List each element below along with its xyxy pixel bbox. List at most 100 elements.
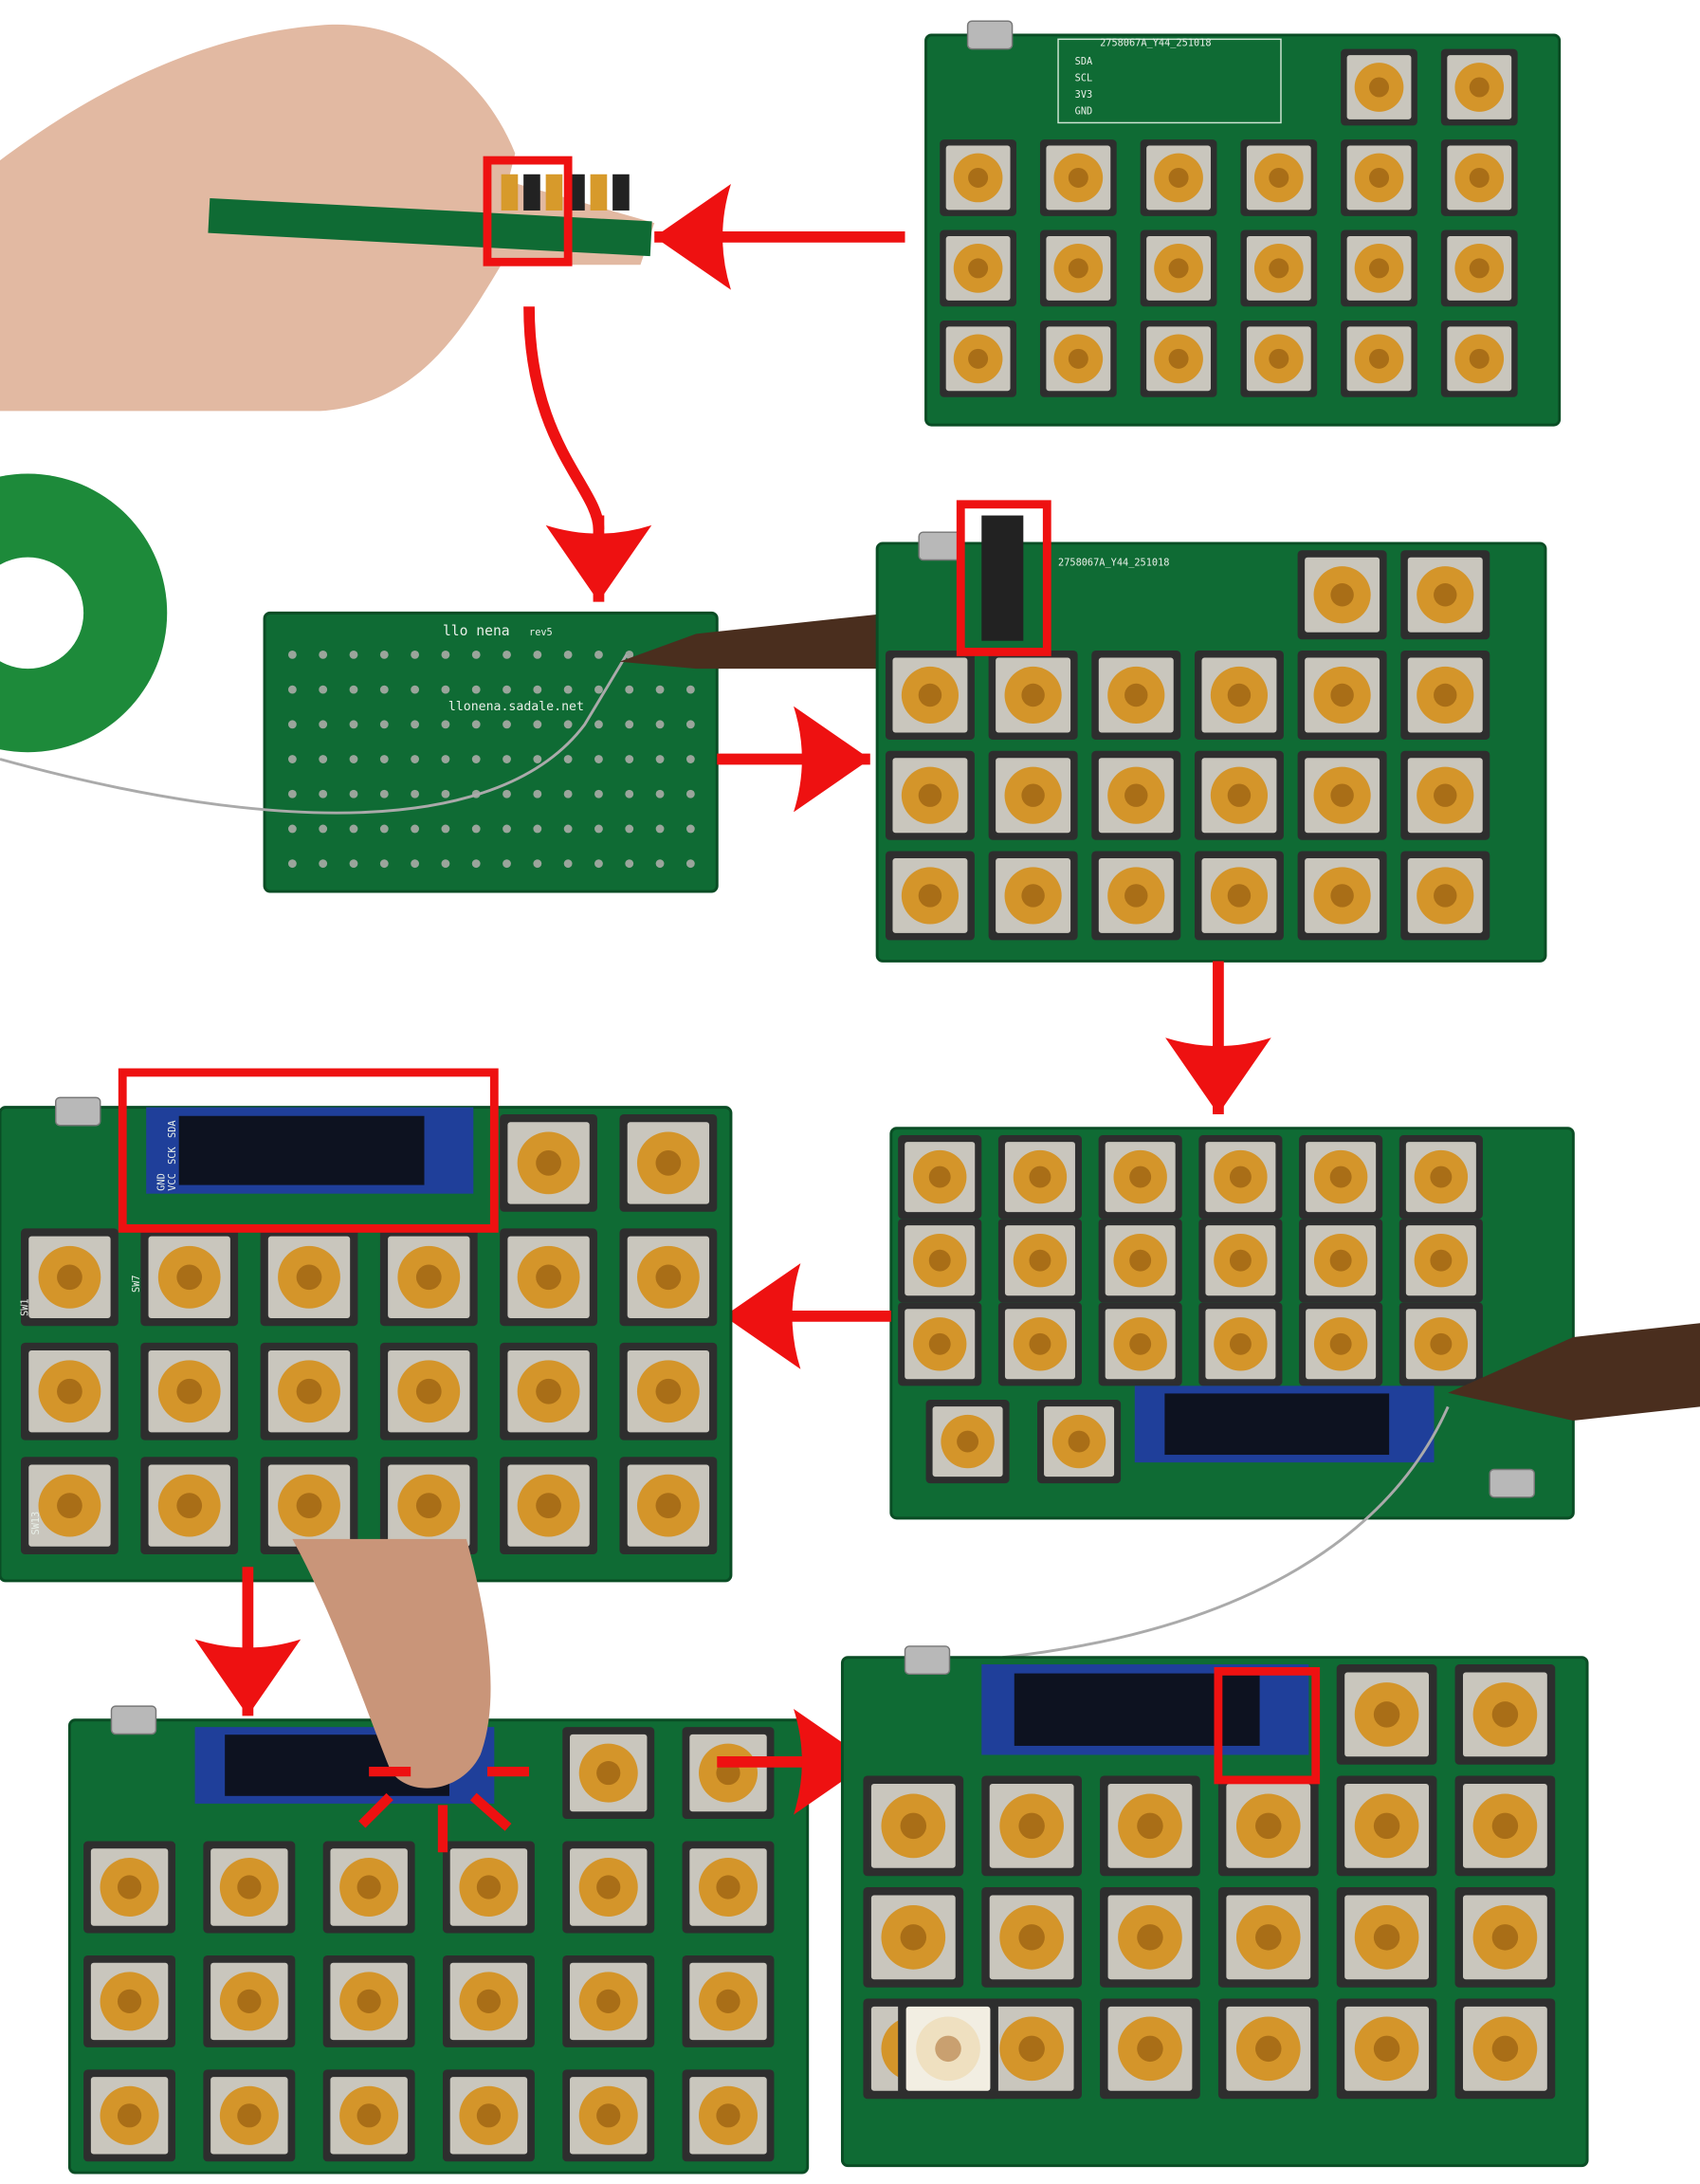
switch-center xyxy=(928,1332,951,1355)
switch-center xyxy=(596,1875,621,1900)
via xyxy=(503,859,511,869)
via xyxy=(625,685,634,694)
switch-center xyxy=(1330,583,1354,607)
via xyxy=(655,720,665,729)
spool-hub xyxy=(0,557,84,670)
switch-center xyxy=(1369,77,1390,98)
switch-center xyxy=(1434,583,1457,607)
switch-center xyxy=(1469,167,1490,188)
switch-center xyxy=(1029,1165,1051,1188)
oled-glass xyxy=(1014,1673,1260,1746)
via xyxy=(319,859,328,869)
switch-center xyxy=(536,1264,561,1291)
usb-port xyxy=(966,20,1014,50)
switch-center xyxy=(1021,683,1045,707)
switch-center xyxy=(655,1493,682,1518)
switch-center xyxy=(1434,884,1457,908)
switch-center xyxy=(968,167,989,188)
switch-center xyxy=(117,1989,142,2014)
switch-center xyxy=(296,1493,322,1518)
via xyxy=(441,720,450,729)
switch-center xyxy=(117,1875,142,1900)
arrow-head xyxy=(1165,1037,1271,1114)
via xyxy=(685,755,695,763)
switch-center xyxy=(1369,348,1390,369)
board-url: llonena.sadale.net xyxy=(448,700,584,714)
via xyxy=(594,824,603,834)
switch-center xyxy=(237,1989,262,2014)
pin-label: 3V3 xyxy=(1075,89,1093,101)
switch-center xyxy=(1373,1701,1400,1728)
press-ray xyxy=(358,1792,393,1828)
switch-center xyxy=(356,2103,381,2128)
switch-label: SW7 xyxy=(131,1275,142,1293)
via xyxy=(441,859,450,869)
via xyxy=(287,720,297,729)
switch-center xyxy=(1129,1249,1152,1272)
usb-port xyxy=(904,1645,951,1676)
arrow-head xyxy=(654,184,731,290)
via xyxy=(594,789,603,798)
switch-center xyxy=(176,1378,203,1404)
switch-center xyxy=(596,2103,621,2128)
press-ray xyxy=(469,1792,512,1831)
switch-center xyxy=(1068,348,1088,369)
switch-center xyxy=(716,1875,740,1900)
highlight-box xyxy=(956,500,1051,656)
switch-center xyxy=(1168,258,1189,279)
switch-center xyxy=(1491,1924,1519,1951)
via xyxy=(411,824,420,834)
switch-center xyxy=(1329,1249,1352,1272)
via xyxy=(503,720,511,729)
switch-center xyxy=(1430,1165,1453,1188)
via xyxy=(441,824,450,834)
switch-center xyxy=(1029,1249,1051,1272)
arrow-head xyxy=(723,1263,801,1369)
via xyxy=(563,720,573,729)
via xyxy=(287,650,297,659)
switch-center xyxy=(415,1264,442,1291)
board-id: 2758067A_Y44_251018 xyxy=(1100,38,1211,49)
via xyxy=(503,650,511,659)
switch-center xyxy=(1330,884,1354,908)
switch-center xyxy=(1018,1812,1045,1840)
switch-center xyxy=(415,1493,442,1518)
highlight-box xyxy=(118,1068,499,1233)
soldering-iron xyxy=(1448,1323,1700,1422)
finger xyxy=(292,1538,491,1789)
via xyxy=(533,824,542,834)
arrow-head xyxy=(545,524,652,602)
switch-center xyxy=(356,1875,381,1900)
via xyxy=(319,755,328,763)
via xyxy=(625,650,634,659)
switch-center xyxy=(476,1875,502,1900)
switch-center xyxy=(655,1150,682,1176)
via xyxy=(625,720,634,729)
via xyxy=(287,755,297,763)
via xyxy=(411,755,420,763)
via xyxy=(503,755,511,763)
arrow-shaft xyxy=(523,306,605,530)
switch-center xyxy=(716,2103,740,2128)
via xyxy=(411,685,420,694)
switch-center xyxy=(57,1378,82,1404)
switch-center xyxy=(1068,258,1088,279)
via xyxy=(471,824,481,834)
via xyxy=(441,685,450,694)
pcb-edge xyxy=(208,197,652,257)
via xyxy=(503,824,511,834)
via xyxy=(441,650,450,659)
oled-glass xyxy=(1164,1393,1390,1456)
switch-center xyxy=(296,1264,322,1291)
via xyxy=(471,859,481,869)
via xyxy=(411,650,420,659)
switch-center xyxy=(1269,258,1289,279)
via xyxy=(379,789,389,798)
via xyxy=(349,789,358,798)
via xyxy=(685,859,695,869)
via xyxy=(533,685,542,694)
switch-center xyxy=(1021,884,1045,908)
via xyxy=(533,789,542,798)
via xyxy=(319,824,328,834)
switch-center xyxy=(1373,2035,1400,2063)
